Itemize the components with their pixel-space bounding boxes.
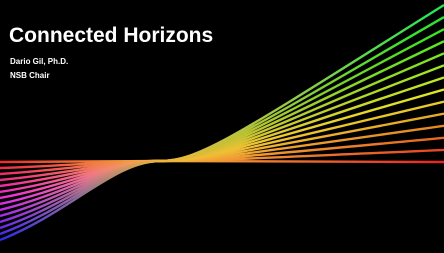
slide-title: Connected Horizons bbox=[9, 24, 213, 47]
presenter-name: Dario Gil, Ph.D. bbox=[10, 57, 68, 66]
page: Connected Horizons Dario Gil, Ph.D. NSB … bbox=[0, 0, 444, 253]
slide: Connected Horizons Dario Gil, Ph.D. NSB … bbox=[0, 0, 444, 253]
light-line bbox=[0, 161, 444, 162]
presenter-role: NSB Chair bbox=[10, 71, 50, 80]
